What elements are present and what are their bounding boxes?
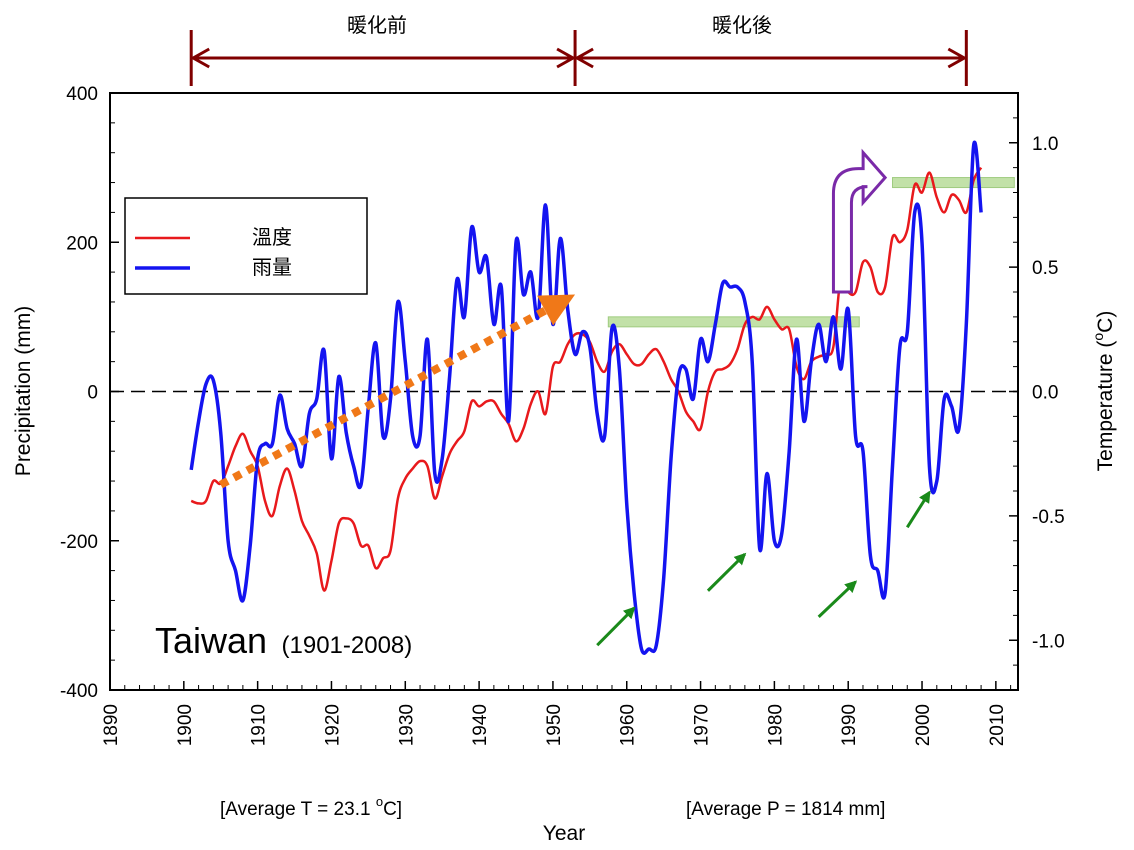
highlight-bands [607,177,1015,328]
green-highlight-band [892,177,1015,189]
arrow-head [574,47,594,69]
green-arrow [905,490,931,529]
x-tick-label: 1990 [839,704,860,746]
green-arrow [596,606,636,647]
station-label: Taiwan (1901-2008) [155,620,412,661]
arrow-head [556,47,577,69]
x-axis-title: Year [543,822,585,845]
x-tick-label: 1980 [765,704,786,746]
green-arrow [817,580,858,618]
trend-arrow [218,307,548,489]
x-tick-label: 1920 [322,704,343,746]
shift-arrow [831,148,888,294]
average-precipitation-note: [Average P = 1814 mm] [686,799,885,820]
y-left-tick-label: 200 [66,233,98,254]
legend-label-temperature: 溫度 [252,225,292,249]
y-left-tick-label: 400 [66,84,98,105]
avg-t-sup: o [376,794,383,809]
right-axis-title-prefix: Temperature ( [1094,341,1117,472]
average-temperature-note: [Average T = 23.1 oC] [220,794,402,820]
avg-t-prefix: [Average T = 23.1 [220,799,376,820]
annotations [218,148,931,647]
left-axis-title: Precipitation (mm) [12,306,35,476]
legend: 溫度 雨量 [124,197,368,295]
x-tick-label: 1970 [692,704,713,746]
x-tick-label: 1930 [396,704,417,746]
before-warming-label: 暖化前 [347,13,407,37]
after-warming-label: 暖化後 [712,13,772,37]
trend-arrow-head [537,294,576,326]
legend-box [124,197,368,295]
y-right-tick-label: -1.0 [1032,631,1065,652]
y-right-tick-label: -0.5 [1032,507,1065,528]
green-arrows [596,490,931,647]
precipitation-line [189,140,983,655]
right-axis-title-suffix: C) [1094,311,1117,333]
y-left-tick-label: -200 [60,532,98,553]
arrow-head [947,47,968,69]
axis-ticks: 1890 1900 1910 1920 1930 1940 1950 1960 1970 1980… [60,84,1065,746]
y-right-tick-label: 0.0 [1032,383,1058,404]
legend-label-precipitation: 雨量 [252,255,292,279]
right-axis-title: Temperature (oC) [1090,311,1117,472]
y-right-tick-label: 0.5 [1032,258,1058,279]
x-tick-label: 1940 [470,704,491,746]
green-arrow [706,552,747,592]
y-right-tick-label: 1.0 [1032,134,1058,155]
x-tick-label: 2000 [913,704,934,746]
arrow-head [190,47,210,69]
x-tick-label: 1910 [249,704,270,746]
green-highlight-band [607,316,860,328]
station-years: (1901-2008) [282,632,413,659]
x-tick-label: 1950 [544,704,565,746]
x-tick-label: 2010 [987,704,1008,746]
period-arrows: 暖化前 暖化後 [189,13,968,86]
y-left-tick-label: 0 [87,383,98,404]
x-tick-label: 1960 [618,704,639,746]
station-name: Taiwan [155,620,267,661]
avg-t-suffix: C] [383,799,402,820]
x-tick-label: 1900 [175,704,196,746]
right-axis-title-sup: o [1090,333,1106,341]
y-left-tick-label: -400 [60,681,98,702]
x-tick-label: 1890 [101,704,122,746]
